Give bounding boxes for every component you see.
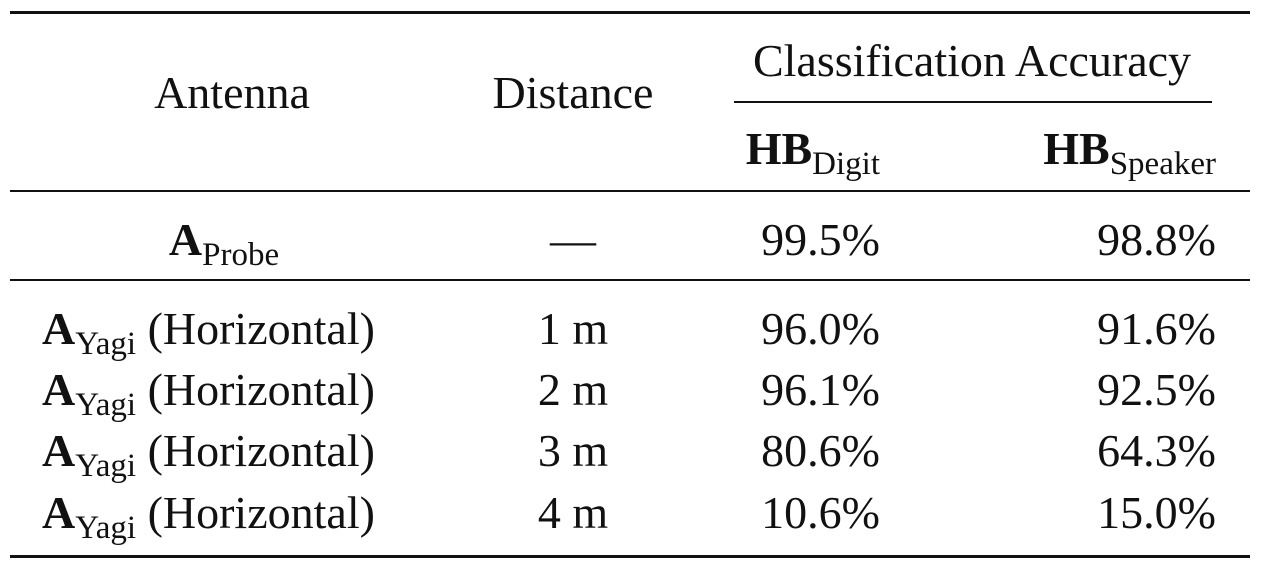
header-hb-digit-sub: Digit [812,146,880,182]
antenna-symbol: A [42,425,76,476]
group-underline-rule [734,101,1212,103]
table-row-distance: 1 m [537,303,609,354]
table-row-antenna: AYagi (Horizontal) [42,367,375,422]
antenna-subscript: Yagi [75,326,137,362]
table-row-speaker: 64.3% [1097,425,1216,476]
table-row-digit: 96.1% [761,364,880,415]
antenna-symbol: A [42,303,76,354]
header-classification-accuracy: Classification Accuracy [752,35,1192,86]
table-row-antenna: AProbe [169,217,279,272]
table-row-digit: 96.0% [761,303,880,354]
table-row-distance: 3 m [537,425,609,476]
header-antenna: Antenna [154,67,310,118]
table-row-speaker: 98.8% [1097,214,1216,265]
antenna-symbol: A [42,487,76,538]
table-row-digit: 80.6% [761,425,880,476]
antenna-subscript: Yagi [75,510,137,546]
header-rule [10,190,1250,192]
antenna-orientation: (Horizontal) [147,487,375,538]
table-row-antenna: AYagi (Horizontal) [42,306,375,361]
header-hb-speaker-main: HB [1043,123,1110,174]
table-row-speaker: 91.6% [1097,303,1216,354]
table-row-digit: 99.5% [761,214,880,265]
header-hb-digit: HBDigit [746,126,880,181]
top-rule [10,11,1250,14]
table-row-antenna: AYagi (Horizontal) [42,490,375,545]
table-row-digit: 10.6% [761,487,880,538]
table-row-antenna: AYagi (Horizontal) [42,428,375,483]
header-distance: Distance [492,67,654,118]
antenna-orientation: (Horizontal) [147,364,375,415]
table-row-distance: — [550,214,596,265]
header-hb-speaker: HBSpeaker [1043,126,1216,181]
antenna-orientation: (Horizontal) [147,425,375,476]
table-row-speaker: 92.5% [1097,364,1216,415]
antenna-subscript: Yagi [75,387,137,423]
antenna-symbol: A [42,364,76,415]
antenna-symbol: A [168,214,203,265]
antenna-orientation: (Horizontal) [147,303,375,354]
header-hb-digit-main: HB [745,123,813,174]
table-row-distance: 4 m [537,487,609,538]
header-hb-speaker-sub: Speaker [1109,146,1216,182]
antenna-subscript: Yagi [75,448,137,484]
bottom-rule [10,555,1250,558]
table-row-distance: 2 m [537,364,609,415]
antenna-subscript: Probe [202,237,280,273]
section-rule [10,279,1250,281]
table-row-speaker: 15.0% [1097,487,1216,538]
